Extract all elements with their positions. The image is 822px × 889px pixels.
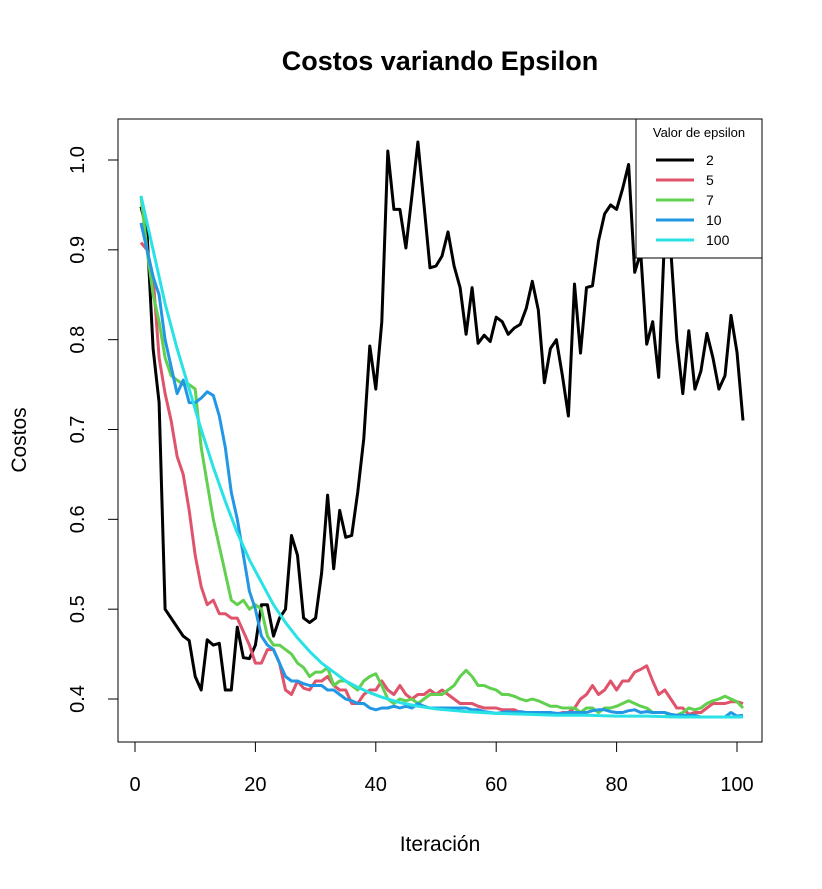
series-line-100	[139, 195, 743, 719]
legend-box	[635, 118, 763, 259]
x-axis-label: Iteración	[400, 833, 481, 856]
series-line-7	[139, 195, 745, 719]
legend-label-100: 100	[706, 232, 730, 248]
y-tick-label: 1.0	[67, 146, 89, 174]
y-axis-label: Costos	[8, 407, 31, 472]
legend-label-2: 2	[706, 152, 714, 168]
plot-frame	[117, 118, 763, 743]
y-tick-label: 0.9	[67, 236, 89, 264]
x-tick-label: 20	[244, 774, 266, 796]
y-tick-label: 0.6	[67, 505, 89, 533]
chart-title: Costos variando Epsilon	[282, 46, 599, 76]
legend-label-7: 7	[706, 192, 714, 208]
y-tick-label: 0.5	[67, 595, 89, 623]
x-tick-label: 80	[605, 774, 627, 796]
series-line-10	[139, 222, 744, 719]
legend-label-10: 10	[706, 212, 722, 228]
legend: Valor de epsilon 2 5 7 10 100	[635, 118, 763, 259]
series-layer	[139, 140, 745, 719]
x-tick-label: 60	[485, 774, 507, 796]
series-line-2	[139, 140, 745, 692]
y-tick-label: 0.7	[67, 416, 89, 444]
x-tick-label: 40	[365, 774, 387, 796]
x-tick-label: 0	[129, 774, 140, 796]
series-line-5	[139, 241, 744, 716]
y-tick-label: 0.4	[67, 685, 89, 713]
x-tick-label: 100	[720, 774, 753, 796]
legend-title: Valor de epsilon	[653, 125, 745, 140]
y-tick-label: 0.8	[67, 326, 89, 354]
legend-label-5: 5	[706, 172, 714, 188]
